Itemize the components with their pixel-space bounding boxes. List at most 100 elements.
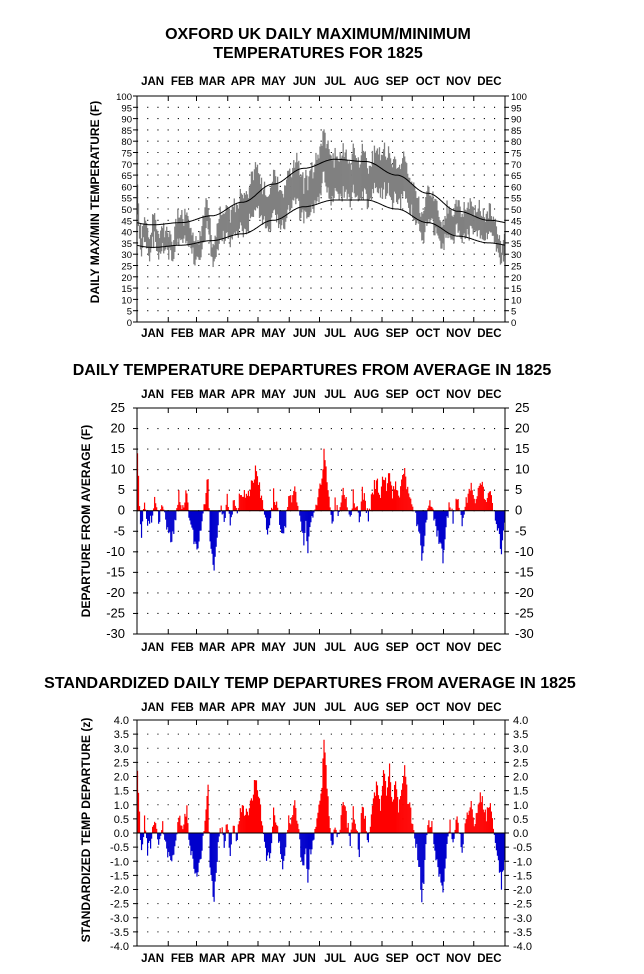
y-tick-label-left: 0.5 (114, 814, 129, 826)
y-tick-label-left: 40 (121, 228, 132, 239)
y-tick-label-right: 75 (511, 149, 522, 160)
month-label-top: OCT (416, 76, 440, 88)
y-tick-label-right: 5 (511, 307, 516, 318)
month-label-bottom: OCT (416, 953, 440, 965)
y-tick-label-left: -2.5 (110, 899, 129, 911)
normal-max-line (137, 158, 505, 226)
month-label-top: DEC (477, 389, 501, 401)
y-tick-label-left: 85 (121, 126, 132, 137)
chart3-plot-frame (136, 719, 506, 947)
y-tick-label-left: 30 (121, 250, 132, 261)
month-label-top: JUN (293, 702, 316, 714)
month-label-top: FEB (171, 76, 194, 88)
y-tick-label-right: -25 (515, 605, 534, 620)
chart3-axis-ticks: -4.0 -4.0 -3.5 -3.5 -3.0 -3.0 -2.5 -2.5 -2.0 -2.0… (110, 702, 532, 965)
y-tick-label-right: 100 (511, 92, 527, 103)
y-tick-label-left: -3.0 (110, 913, 129, 925)
y-tick-label-right: -3.0 (513, 913, 532, 925)
temperature-departure-chart: DAILY TEMPERATURE DEPARTURES FROM AVERAG… (73, 362, 552, 654)
month-label-top: AUG (354, 702, 380, 714)
month-label-top: AUG (354, 389, 380, 401)
month-label-bottom: AUG (354, 642, 380, 654)
y-tick-label-right: -1.0 (513, 856, 532, 868)
y-tick-label-left: -5 (113, 523, 125, 538)
y-tick-label-left: 45 (121, 216, 132, 227)
chart1-grid (137, 106, 505, 312)
chart1-title-line1: OXFORD UK DAILY MAXIMUM/MINIMUM (165, 26, 471, 43)
y-tick-label-left: 15 (121, 284, 132, 295)
chart3-title: STANDARDIZED DAILY TEMP DEPARTURES FROM … (44, 675, 576, 692)
y-tick-label-left: 60 (121, 182, 132, 193)
y-tick-label-right: -0.5 (513, 842, 532, 854)
chart1-plot-area (136, 129, 506, 268)
y-tick-label-left: 0 (118, 503, 125, 518)
normal-min-line (137, 199, 505, 248)
y-tick-label-left: 70 (121, 160, 132, 171)
y-tick-label-right: -2.0 (513, 885, 532, 897)
month-label-top: JUN (293, 76, 316, 88)
month-label-bottom: JUL (324, 328, 346, 340)
month-label-top: APR (231, 702, 256, 714)
y-tick-label-right: 1.5 (513, 786, 528, 798)
month-label-bottom: SEP (386, 953, 409, 965)
y-tick-label-right: 15 (515, 441, 529, 456)
month-label-top: DEC (477, 702, 501, 714)
month-label-bottom: MAY (261, 328, 286, 340)
y-tick-label-right: -20 (515, 585, 534, 600)
month-label-bottom: JAN (141, 328, 164, 340)
y-tick-label-right: 40 (511, 228, 522, 239)
y-tick-label-right: -5 (515, 523, 527, 538)
y-tick-label-right: 70 (511, 160, 522, 171)
y-tick-label-right: 0.5 (513, 814, 528, 826)
y-tick-label-left: -4.0 (110, 941, 129, 953)
month-label-top: OCT (416, 389, 440, 401)
month-label-bottom: DEC (477, 642, 501, 654)
month-label-top: MAR (199, 76, 226, 88)
max-min-temperature-chart: OXFORD UK DAILY MAXIMUM/MINIMUM TEMPERAT… (88, 26, 527, 340)
y-tick-label-right: 80 (511, 137, 522, 148)
month-label-bottom: NOV (446, 953, 471, 965)
month-label-bottom: FEB (171, 642, 194, 654)
y-tick-label-left: 1.0 (114, 800, 129, 812)
y-tick-label-right: 85 (511, 126, 522, 137)
y-tick-label-right: -3.5 (513, 927, 532, 939)
y-tick-label-right: 10 (515, 462, 529, 477)
month-label-top: NOV (446, 702, 471, 714)
chart3-y-axis-label: STANDARDIZED TEMP DEPARTURE (z) (79, 718, 93, 943)
month-label-bottom: MAY (261, 642, 286, 654)
y-tick-label-right: 1.0 (513, 800, 528, 812)
y-tick-label-left: 1.5 (114, 786, 129, 798)
month-label-top: MAR (199, 702, 226, 714)
chart3-plot-area (136, 739, 506, 903)
month-label-bottom: JUL (324, 642, 346, 654)
y-tick-label-left: 80 (121, 137, 132, 148)
y-tick-label-left: 25 (111, 400, 125, 415)
y-tick-label-left: 2.5 (114, 757, 129, 769)
month-label-bottom: SEP (386, 328, 409, 340)
y-tick-label-right: 5 (515, 482, 522, 497)
month-label-bottom: AUG (354, 953, 380, 965)
month-label-bottom: OCT (416, 642, 440, 654)
month-label-top: NOV (446, 389, 471, 401)
month-label-top: JAN (141, 389, 164, 401)
y-tick-label-right: 25 (511, 262, 522, 273)
y-tick-label-left: 75 (121, 149, 132, 160)
month-label-top: APR (231, 76, 256, 88)
y-tick-label-right: -10 (515, 544, 534, 559)
y-tick-label-right: 20 (515, 421, 529, 436)
y-tick-label-right: 45 (511, 216, 522, 227)
month-label-bottom: DEC (477, 953, 501, 965)
y-tick-label-left: 25 (121, 262, 132, 273)
month-label-bottom: MAR (199, 953, 226, 965)
month-label-top: JAN (141, 76, 164, 88)
y-tick-label-right: 60 (511, 182, 522, 193)
y-tick-label-left: 4.0 (114, 715, 129, 727)
month-label-bottom: AUG (354, 328, 380, 340)
month-label-top: DEC (477, 76, 501, 88)
y-tick-label-right: 0.0 (513, 828, 528, 840)
month-label-top: NOV (446, 76, 471, 88)
y-tick-label-right: 50 (511, 205, 522, 216)
month-label-top: MAY (261, 389, 286, 401)
y-tick-label-left: 50 (121, 205, 132, 216)
